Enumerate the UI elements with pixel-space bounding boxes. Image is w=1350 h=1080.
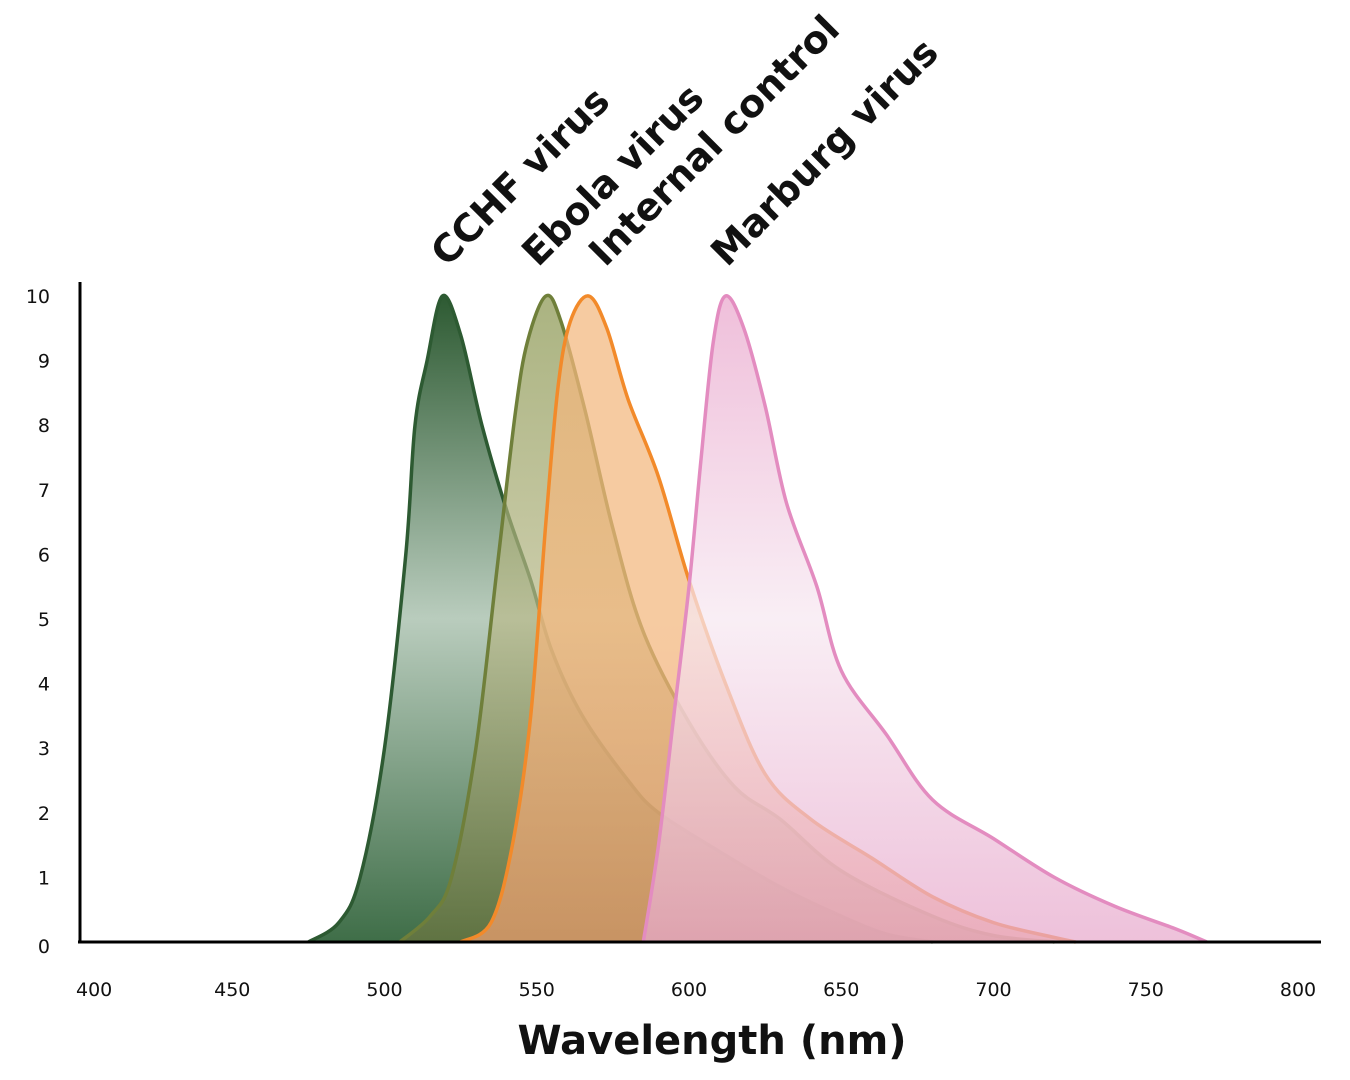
marburg-virus-area [643,295,1207,942]
y-tick-label: 0 [38,936,50,958]
x-tick-labels: 400 450 500 550 600 650 700 750 800 [76,979,1316,1001]
marburg-virus-label: Marburg virus [702,30,947,275]
x-tick-label: 750 [1128,979,1164,1001]
series-layer [307,293,1208,944]
y-tick-label: 10 [26,286,50,308]
y-tick-label: 3 [38,738,50,760]
x-tick-label: 650 [823,979,859,1001]
x-tick-label: 400 [76,979,112,1001]
x-axis-title: Wavelength (nm) [517,1018,906,1064]
y-tick-label: 5 [38,609,50,631]
x-tick-label: 500 [366,979,402,1001]
y-tick-label: 8 [38,415,50,437]
y-tick-label: 6 [38,544,50,566]
internal-control-area [460,295,1076,942]
x-tick-label: 450 [214,979,250,1001]
x-tick-label: 800 [1280,979,1316,1001]
x-tick-label: 550 [519,979,555,1001]
marburg-virus-line [641,294,1208,944]
y-tick-label: 7 [38,480,50,502]
x-tick-label: 600 [671,979,707,1001]
x-tick-label: 700 [975,979,1011,1001]
y-tick-label: 2 [38,803,50,825]
y-tick-label: 9 [38,351,50,373]
cchf-virus-area [308,295,933,942]
y-tick-label: 4 [38,674,50,696]
y-tick-labels: 0 1 2 3 4 5 6 7 8 9 10 [26,286,50,958]
y-tick-label: 1 [38,867,50,889]
